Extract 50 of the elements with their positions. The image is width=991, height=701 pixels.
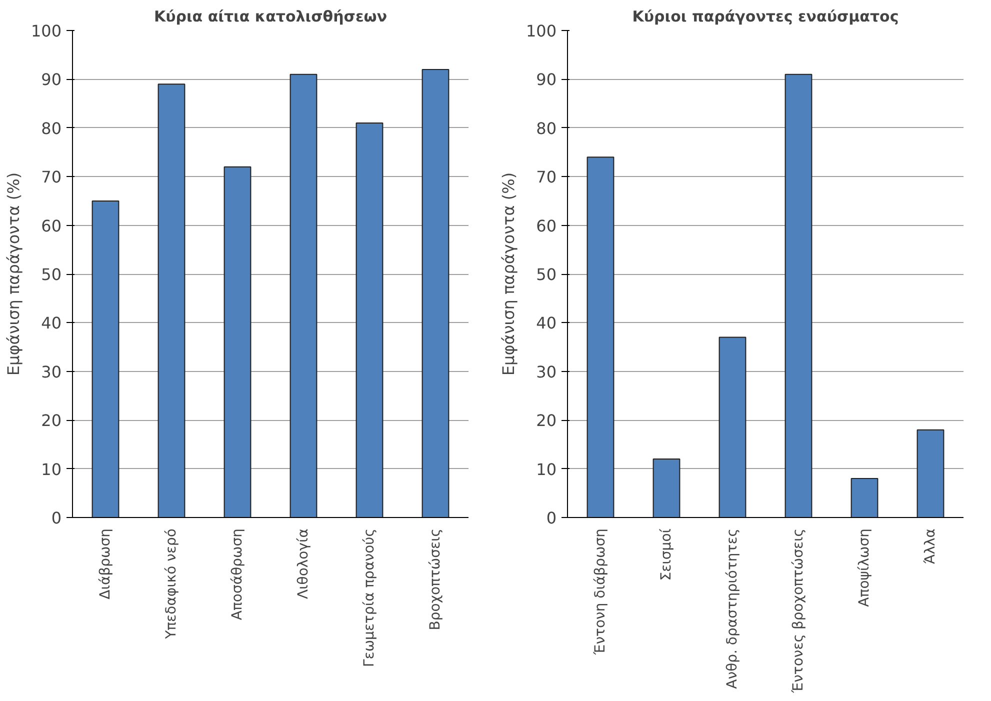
bar xyxy=(422,68,450,518)
bar xyxy=(850,478,878,518)
y-tick-label: 10 xyxy=(536,460,556,479)
y-tick-label: 100 xyxy=(30,22,62,40)
bar xyxy=(356,122,384,518)
bar xyxy=(586,156,614,518)
bar xyxy=(784,74,812,518)
y-tick-label: 100 xyxy=(526,22,557,40)
y-tick-label: 70 xyxy=(41,168,62,187)
y-tick-label: 40 xyxy=(536,314,556,333)
bar xyxy=(290,74,318,518)
bar xyxy=(224,166,252,518)
y-axis-title: Εμφάνιση παράγοντα (%) xyxy=(498,172,518,376)
x-tick-label: Βροχοπτώσεις xyxy=(428,528,444,630)
bar xyxy=(92,200,120,518)
x-tick-label: Υπεδαφικό νερό xyxy=(164,528,180,640)
bar xyxy=(916,429,944,518)
x-tick-label: Αποσάθρωση xyxy=(230,528,246,620)
y-tick-label: 80 xyxy=(41,118,62,138)
x-tick-label: Ανθρ. δραστηριότητες xyxy=(724,528,740,689)
y-tick-label: 20 xyxy=(536,411,556,430)
y-tick-label: 30 xyxy=(41,362,62,382)
x-tick-label: Έντονη διάβρωση xyxy=(592,528,608,656)
y-tick-label: 70 xyxy=(536,168,556,187)
y-tick-label: 80 xyxy=(536,118,556,138)
chart-title: Κύρια αίτια κατολισθήσεων xyxy=(154,8,388,26)
y-tick-label: 20 xyxy=(41,411,62,430)
y-axis-title: Εμφάνιση παράγοντα (%) xyxy=(4,172,23,376)
x-tick-label: Γεωμετρία πρανούς xyxy=(362,528,378,668)
chart-title: Κύριοι παράγοντες εναύσματος xyxy=(632,8,899,26)
bar xyxy=(718,336,746,518)
y-tick-label: 60 xyxy=(536,216,556,236)
y-tick-label: 0 xyxy=(51,508,62,528)
bar xyxy=(652,458,680,518)
y-tick-label: 10 xyxy=(41,460,62,479)
y-tick-label: 40 xyxy=(41,314,62,333)
y-tick-label: 90 xyxy=(536,70,556,90)
x-tick-label: Αποψίλωση xyxy=(856,528,872,607)
y-tick-label: 60 xyxy=(41,216,62,236)
y-tick-label: 50 xyxy=(41,265,62,284)
y-tick-label: 0 xyxy=(546,508,557,528)
y-tick-label: 90 xyxy=(41,70,62,90)
x-tick-label: Διάβρωση xyxy=(98,528,114,600)
x-tick-label: Λιθολογία xyxy=(296,528,312,600)
x-tick-label: Έντονες βροχοπτώσεις xyxy=(790,528,806,694)
y-tick-label: 50 xyxy=(536,265,556,284)
y-tick-label: 30 xyxy=(536,362,556,382)
x-tick-label: Άλλα xyxy=(922,528,938,564)
x-tick-label: Σεισμοί xyxy=(658,528,674,581)
bar xyxy=(158,84,186,518)
